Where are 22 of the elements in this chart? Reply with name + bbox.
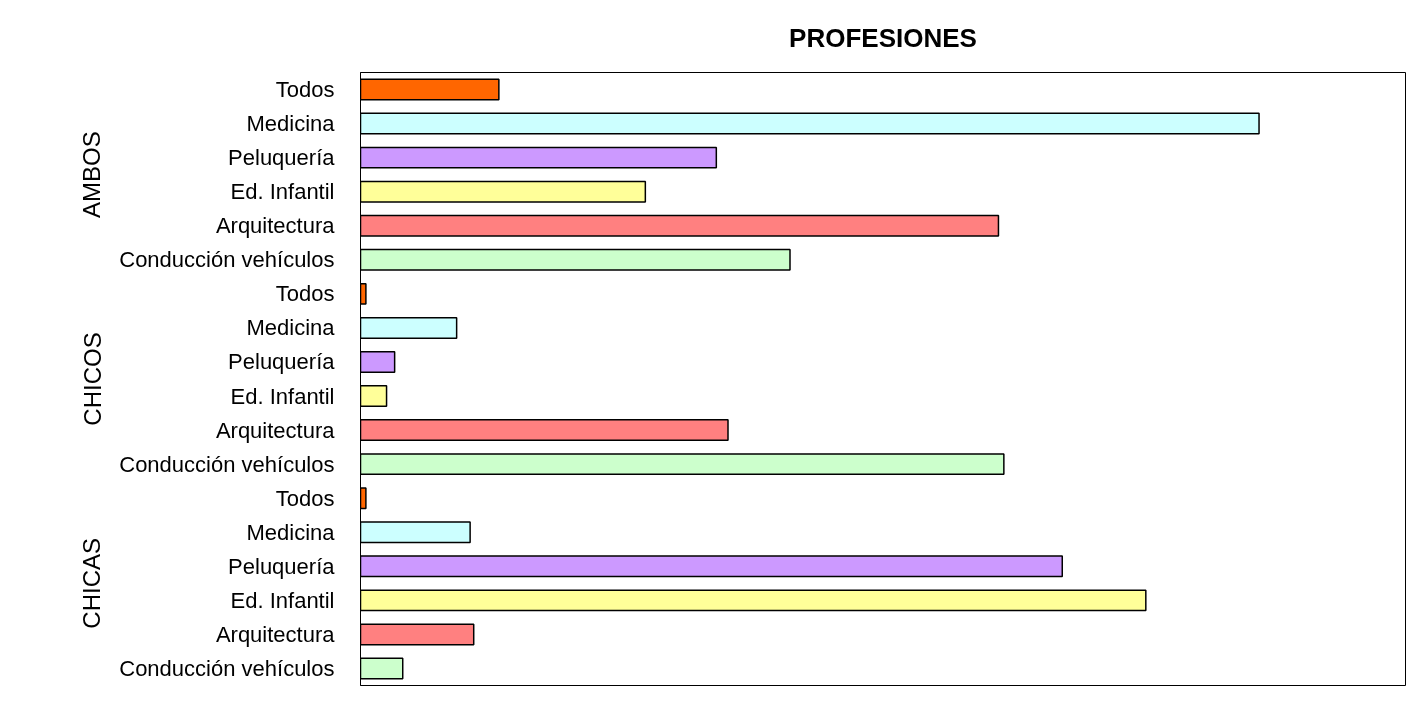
y-tick-label: Medicina <box>246 111 336 137</box>
y-tick-label: Arquitectura <box>215 417 336 443</box>
y-tick-label: Todos <box>275 281 335 307</box>
y-tick-label: Medicina <box>246 519 336 545</box>
y-tick-label: Conducción vehículos <box>119 655 335 681</box>
y-tick-label: Todos <box>275 485 335 511</box>
chart-title: PROFESIONES <box>789 22 977 53</box>
y-tick-label: Arquitectura <box>215 213 336 239</box>
y-tick-label: Ed. Infantil <box>230 179 335 205</box>
text: AMBOS <box>78 131 106 219</box>
y-tick-label: Peluquería <box>228 349 336 375</box>
y-tick-label: Conducción vehículos <box>119 451 335 477</box>
y-tick-label: Peluquería <box>228 145 336 171</box>
y-tick-label: Ed. Infantil <box>230 587 335 613</box>
y-tick-label: Todos <box>275 77 335 103</box>
y-tick-label: Medicina <box>246 315 336 341</box>
y-tick-label: Ed. Infantil <box>230 383 335 409</box>
text: CHICAS <box>78 537 106 629</box>
y-tick-label: Conducción vehículos <box>119 247 335 273</box>
text: CHICOS <box>78 332 106 426</box>
y-tick-label: Arquitectura <box>215 621 336 647</box>
y-tick-label: Peluquería <box>228 553 336 579</box>
